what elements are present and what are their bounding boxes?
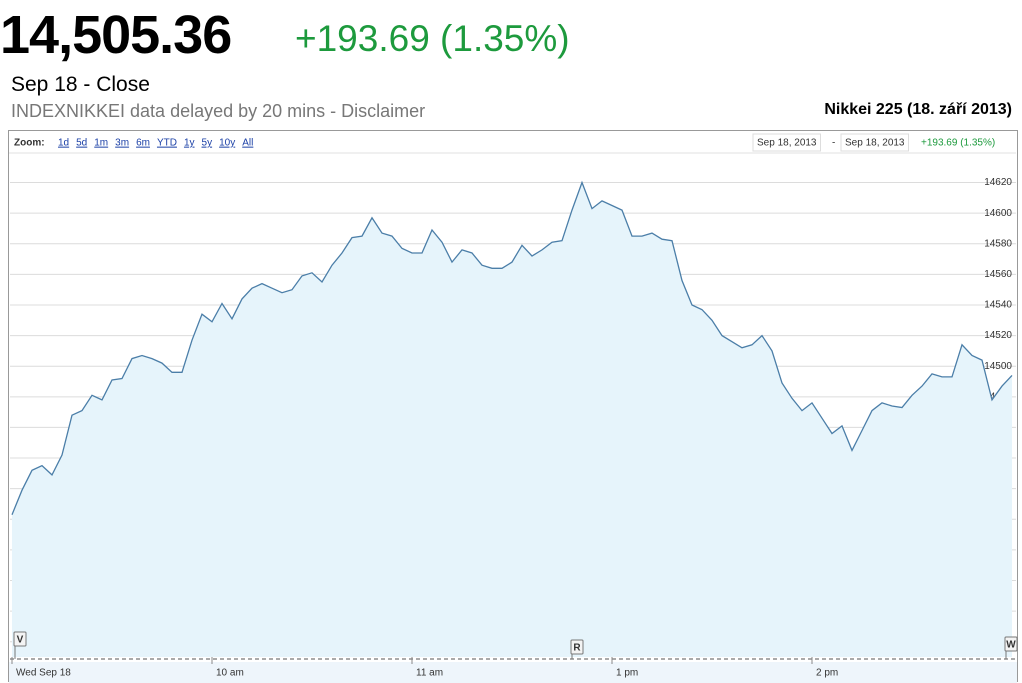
chart-title: Nikkei 225 (18. září 2013) <box>824 101 1012 118</box>
zoom-option[interactable]: 5y <box>202 138 213 149</box>
range-separator: - <box>832 138 835 149</box>
area-fill <box>12 182 1012 657</box>
zoom-option[interactable]: 10y <box>219 138 235 149</box>
range-start: Sep 18, 2013 <box>757 138 817 149</box>
flag <box>570 639 584 655</box>
zoom-label: Zoom: <box>14 138 45 149</box>
price-line <box>11 180 1013 515</box>
zoom-option[interactable]: 1m <box>94 138 108 149</box>
range-box <box>840 133 909 152</box>
zoom-option[interactable]: 3m <box>115 138 129 149</box>
zoom-option[interactable]: 6m <box>136 138 150 149</box>
x-tick-label: 1 pm <box>616 668 638 679</box>
x-tick-label: Wed Sep 18 <box>16 668 71 679</box>
zoom-option[interactable]: 1y <box>184 138 195 149</box>
x-tick-label: 2 pm <box>816 668 838 679</box>
price: 14,505.36 <box>0 5 232 65</box>
zoom-option[interactable]: 5d <box>76 138 87 149</box>
y-tick-label: 14600 <box>984 208 1012 219</box>
range-end: Sep 18, 2013 <box>845 138 905 149</box>
x-tick-label: 11 am <box>416 668 443 679</box>
chart-frame <box>8 130 1018 682</box>
y-tick-label: 14580 <box>984 238 1012 249</box>
flag <box>13 631 27 647</box>
range-box <box>752 133 821 152</box>
x-tick-label: 10 am <box>216 668 244 679</box>
range-change: +193.69 (1.35%) <box>921 138 995 149</box>
y-tick-label: 14620 <box>984 177 1012 188</box>
flag-label: R <box>573 643 581 654</box>
y-tick-label: 14500 <box>984 361 1012 372</box>
y-tick-label: 14560 <box>984 269 1012 280</box>
status: Sep 18 - Close <box>11 73 150 96</box>
zoom-option[interactable]: 1d <box>58 138 69 149</box>
delay-note: INDEXNIKKEI data delayed by 20 mins - Di… <box>11 101 426 121</box>
flag-label: V <box>17 635 24 646</box>
zoom-option[interactable]: All <box>242 138 253 149</box>
navigator <box>9 662 1017 683</box>
flag-label: W <box>1006 640 1016 651</box>
zoom-option[interactable]: YTD <box>157 138 177 149</box>
flag <box>1004 636 1018 652</box>
price-change: +193.69 (1.35%) <box>295 18 570 59</box>
y-tick-label: 14520 <box>984 330 1012 341</box>
toolbar <box>9 131 1016 153</box>
y-tick-label: 14540 <box>984 300 1012 311</box>
